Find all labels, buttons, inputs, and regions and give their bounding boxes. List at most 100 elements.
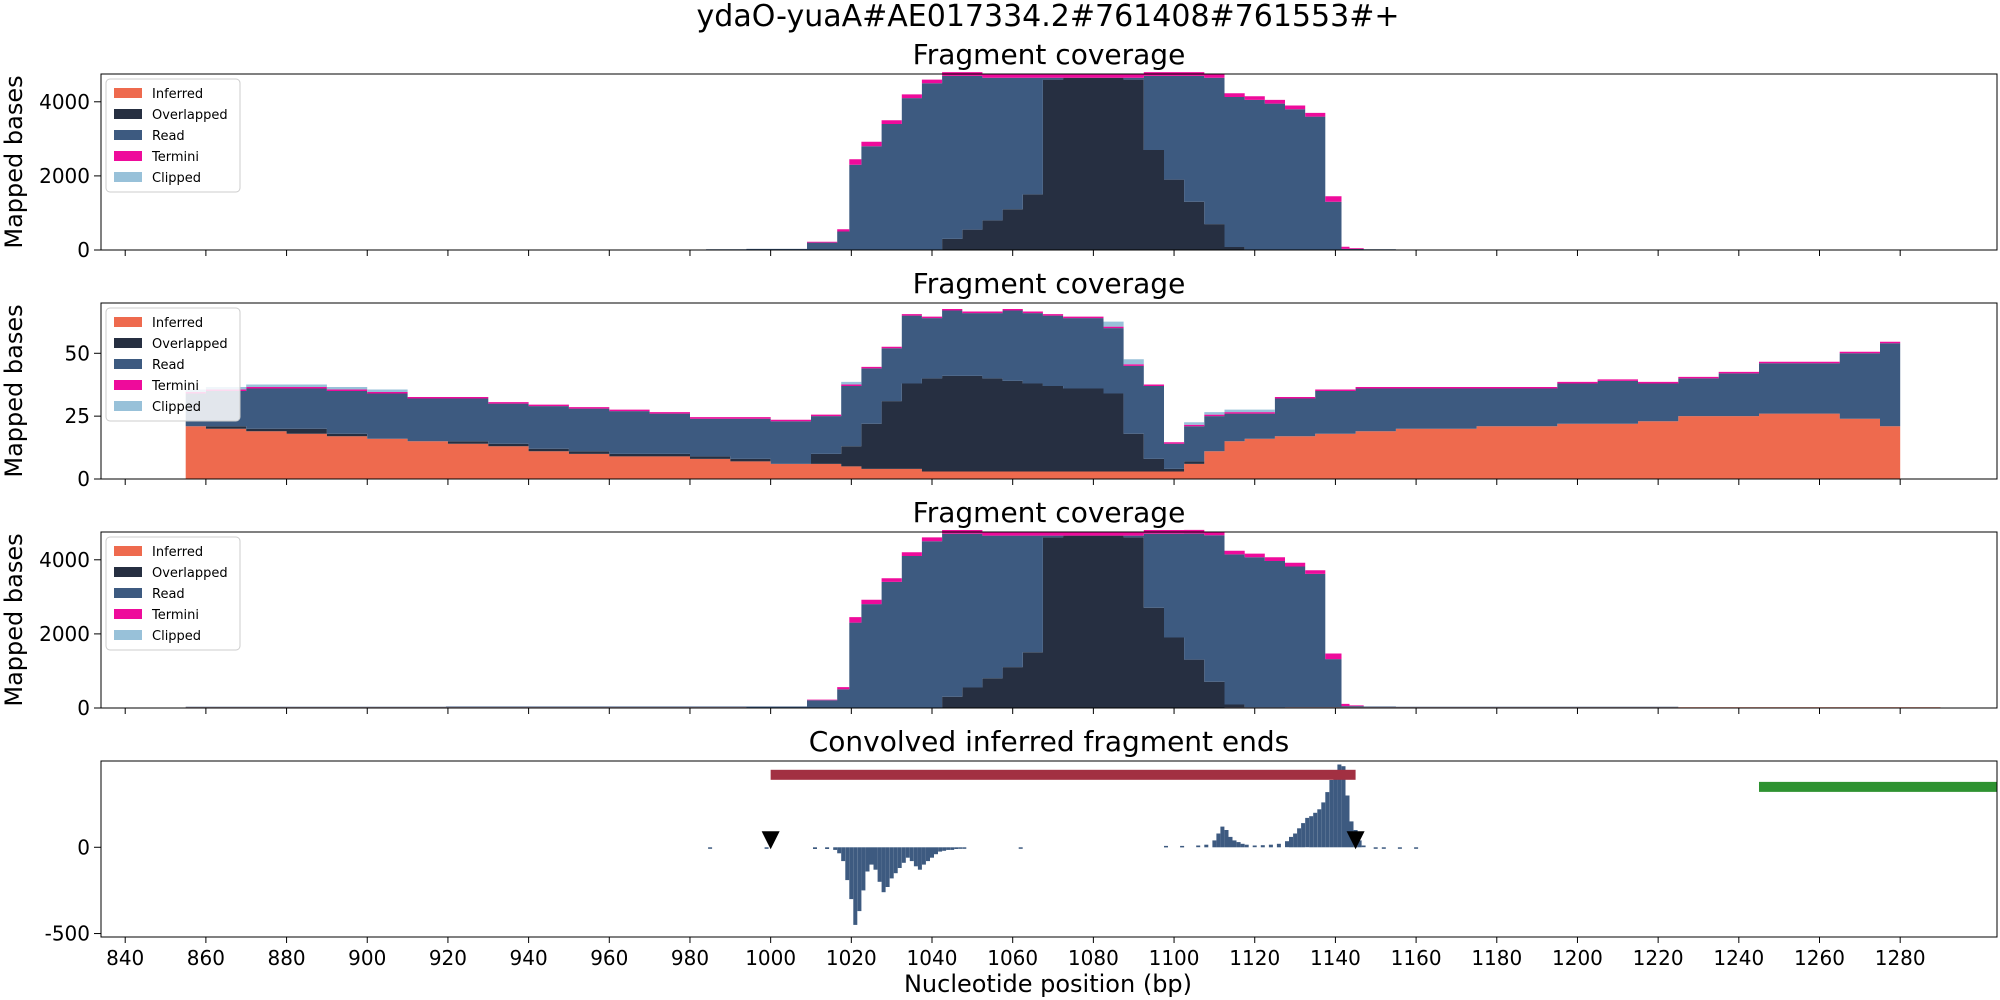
bar — [1228, 836, 1233, 848]
bar — [1381, 847, 1386, 849]
series-overlapped-area — [706, 77, 1417, 250]
legend-swatch-termini — [114, 609, 142, 619]
legend: Inferred Overlapped Read Termini Clipped — [105, 536, 241, 651]
region-bar — [1758, 781, 1997, 792]
bar — [1345, 795, 1350, 848]
bar — [1321, 802, 1326, 848]
x-tick-label: 1140 — [1310, 946, 1361, 970]
bar — [1305, 817, 1310, 848]
region-bar — [770, 769, 1356, 780]
x-tick-label: 1280 — [1875, 946, 1926, 970]
bar — [1244, 844, 1249, 848]
bar — [905, 847, 910, 858]
bar — [857, 847, 862, 912]
y-tick-label: 2000 — [39, 164, 90, 188]
legend-frame — [105, 78, 241, 193]
x-tick-label: 1080 — [1068, 946, 1119, 970]
bar — [1333, 771, 1338, 848]
bar — [841, 847, 846, 862]
legend-label-read: Read — [152, 587, 185, 602]
y-axis-label: Mapped bases — [0, 533, 28, 706]
bar — [869, 847, 874, 865]
series-overlapped-area — [185, 375, 1901, 472]
x-tick-label: 1000 — [745, 946, 796, 970]
bar — [1293, 833, 1298, 848]
bar — [1260, 845, 1265, 848]
bar — [1276, 843, 1281, 848]
legend-label-overlapped: Overlapped — [152, 566, 228, 581]
bar — [1236, 842, 1241, 848]
bar — [1204, 844, 1209, 848]
series-read-area — [706, 75, 1417, 251]
x-axis: 840 860 880 900 920 940 960 980 1000 1020 1040 1060… — [106, 946, 1926, 970]
y-axis-label: Mapped bases — [0, 75, 28, 248]
axes-frame — [100, 73, 1998, 251]
x-tick-label: 1160 — [1391, 946, 1442, 970]
bar — [1196, 845, 1201, 848]
bar — [764, 847, 769, 849]
bar — [1414, 847, 1419, 849]
bar — [938, 847, 943, 852]
x-tick-label: 1060 — [987, 946, 1038, 970]
panel-title: Fragment coverage — [913, 38, 1186, 71]
series-read-area — [185, 310, 1901, 469]
legend-label-read: Read — [152, 358, 185, 373]
legend-label-inferred: Inferred — [152, 87, 203, 102]
bar — [1357, 840, 1362, 848]
x-tick-label: 1120 — [1229, 946, 1280, 970]
bar — [946, 847, 951, 850]
x-tick-label: 980 — [671, 946, 709, 970]
legend-swatch-clipped — [114, 172, 142, 182]
legend-frame — [105, 307, 241, 422]
bar — [950, 847, 955, 850]
bar — [845, 847, 850, 881]
x-tick-label: 1260 — [1794, 946, 1845, 970]
bar — [1212, 840, 1217, 848]
x-tick-label: 960 — [590, 946, 628, 970]
x-tick-label: 1180 — [1471, 946, 1522, 970]
bar — [1018, 847, 1023, 849]
bar — [909, 847, 914, 862]
bar — [708, 847, 713, 849]
bar — [1361, 845, 1366, 848]
legend-label-inferred: Inferred — [152, 545, 203, 560]
bar — [861, 847, 866, 891]
x-tick-label: 840 — [106, 946, 144, 970]
legend-label-clipped: Clipped — [152, 629, 201, 644]
legend-label-termini: Termini — [151, 379, 199, 394]
bar — [1180, 845, 1185, 848]
triangle-down-icon — [1346, 831, 1365, 850]
y-tick-label: 0 — [77, 696, 90, 720]
bar — [1397, 847, 1402, 849]
legend-label-overlapped: Overlapped — [152, 337, 228, 352]
x-tick-label: 1240 — [1713, 946, 1764, 970]
legend-swatch-clipped — [114, 630, 142, 640]
panel-coverage-3: Fragment coverage Inferred Overlapped Read T… — [0, 496, 1998, 720]
bar — [913, 847, 918, 867]
bar — [825, 847, 830, 849]
bar — [877, 847, 882, 882]
x-tick-label: 1040 — [907, 946, 958, 970]
legend-swatch-overlapped — [114, 567, 142, 577]
panel-coverage-2: Fragment coverage Inferred Overlapped Read T… — [0, 267, 1998, 491]
bar — [1341, 766, 1346, 848]
figure-suptitle: ydaO-yuaA#AE017334.2#761408#761553#+ — [697, 0, 1400, 34]
legend-swatch-termini — [114, 151, 142, 161]
bar — [942, 847, 947, 851]
bar — [1232, 840, 1237, 848]
legend-label-termini: Termini — [151, 150, 199, 165]
legend-swatch-read — [114, 359, 142, 369]
legend-swatch-overlapped — [114, 338, 142, 348]
bar — [1216, 833, 1221, 848]
bar — [889, 847, 894, 879]
legend-frame — [105, 536, 241, 651]
y-axis-label: Mapped bases — [0, 304, 28, 477]
bar — [1297, 828, 1302, 848]
y-tick-label: 2000 — [39, 622, 90, 646]
panel-convolved-ends: Convolved inferred fragment ends -500 0 — [45, 725, 1998, 946]
bar — [921, 847, 926, 865]
bar — [926, 847, 930, 862]
bar — [885, 847, 890, 887]
y-tick-label: 25 — [65, 404, 90, 428]
